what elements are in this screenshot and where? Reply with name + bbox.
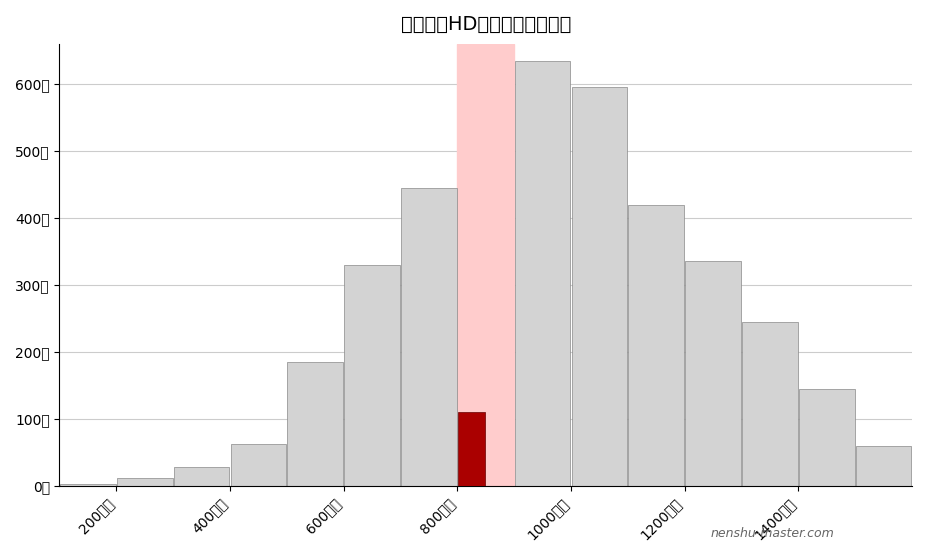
Bar	[572, 87, 628, 486]
Bar	[912, 462, 927, 486]
Bar	[231, 444, 286, 486]
Bar	[629, 204, 684, 486]
Text: nenshu-master.com: nenshu-master.com	[711, 527, 834, 540]
Bar	[742, 322, 798, 486]
Bar	[799, 389, 855, 486]
Bar	[117, 478, 172, 486]
Bar	[856, 446, 911, 486]
Bar	[401, 188, 457, 486]
Bar	[457, 44, 514, 486]
Bar	[287, 362, 343, 486]
Title: 大正製薬HDの年収ポジション: 大正製薬HDの年収ポジション	[400, 15, 571, 34]
Bar	[514, 61, 570, 486]
Bar	[60, 485, 116, 486]
Bar	[344, 265, 400, 486]
Bar	[458, 412, 486, 486]
Bar	[685, 261, 741, 486]
Bar	[173, 467, 229, 486]
